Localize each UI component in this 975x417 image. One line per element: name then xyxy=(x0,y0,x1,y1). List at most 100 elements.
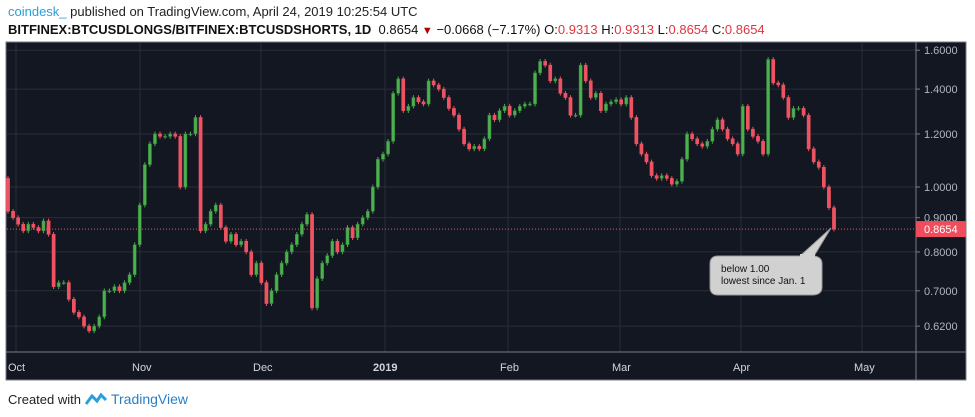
change-value: −0.0668 (−7.17%) xyxy=(436,22,541,37)
candle xyxy=(553,76,558,84)
candle-body xyxy=(421,101,426,105)
candle xyxy=(588,78,593,100)
tradingview-logo-icon xyxy=(84,392,107,405)
candle-body xyxy=(158,133,162,137)
candle xyxy=(832,205,836,232)
candle xyxy=(193,115,198,137)
candle-body xyxy=(563,93,568,98)
callout-joint xyxy=(800,254,815,258)
candle-body xyxy=(178,136,183,188)
candle-body xyxy=(264,282,269,304)
candle xyxy=(756,134,760,144)
candle-body xyxy=(51,234,56,287)
candle xyxy=(801,106,806,118)
last-value: 0.8654 xyxy=(378,22,419,37)
candle-body xyxy=(573,114,578,117)
candle xyxy=(421,99,426,107)
candle xyxy=(654,173,659,181)
candle xyxy=(203,221,208,234)
candle xyxy=(806,112,811,152)
candle xyxy=(132,242,137,277)
candle xyxy=(680,156,684,184)
candle-body xyxy=(447,97,451,109)
candle xyxy=(538,59,542,76)
down-arrow-icon: ▼ xyxy=(421,25,433,37)
candle-body xyxy=(801,108,806,116)
x-tick-label: May xyxy=(854,362,875,374)
candle xyxy=(604,101,608,113)
candle xyxy=(771,57,776,86)
candle-body xyxy=(340,244,345,253)
candle xyxy=(528,101,532,107)
candle-body xyxy=(543,61,548,66)
callout-line-1: below 1.00 xyxy=(721,264,770,275)
candle-body xyxy=(705,141,710,147)
candle xyxy=(533,70,537,107)
candle xyxy=(244,238,249,255)
last-price-label: 0.8654 xyxy=(924,224,958,236)
close-value: 0.8654 xyxy=(724,22,765,37)
candle xyxy=(558,76,563,96)
candle-body xyxy=(725,128,730,140)
candle-body xyxy=(710,128,715,142)
candle-body xyxy=(426,80,431,105)
candle-body xyxy=(593,93,598,98)
candle-body xyxy=(127,274,132,283)
time-axis[interactable]: Oct Nov Dec 2019 Feb Mar Apr May xyxy=(8,362,875,374)
author-link[interactable]: coindesk_ xyxy=(8,4,67,19)
candle xyxy=(16,215,20,227)
candle-body xyxy=(634,117,639,145)
candle-body xyxy=(806,114,811,150)
candle-body xyxy=(411,97,416,107)
high-value: 0.9313 xyxy=(614,22,655,37)
candle xyxy=(766,57,770,157)
candle-body xyxy=(548,64,553,82)
x-tick-label: Feb xyxy=(500,362,519,374)
annotation-callout[interactable]: below 1.00 lowest since Jan. 1 xyxy=(709,227,832,296)
candle xyxy=(386,138,390,157)
candle xyxy=(117,284,122,294)
symbol-legend: BITFINEX:BTCUSDLONGS/BITFINEX:BTCUSDSHOR… xyxy=(8,22,765,37)
price-axis[interactable]: 1.60001.40001.20001.00000.90000.80000.70… xyxy=(916,45,966,333)
candle xyxy=(355,221,360,241)
candle xyxy=(11,208,15,220)
candle-body xyxy=(796,108,801,110)
candle-body xyxy=(117,286,122,292)
candle-body xyxy=(234,234,238,245)
candle xyxy=(381,151,385,162)
candle-body xyxy=(588,80,593,98)
candle-body xyxy=(695,138,700,145)
tradingview-link[interactable]: TradingView xyxy=(110,391,189,407)
candle-body xyxy=(639,143,644,155)
candle-body xyxy=(523,103,527,107)
candle-body xyxy=(294,234,299,245)
candle xyxy=(21,221,26,234)
candle xyxy=(401,76,406,113)
candle xyxy=(294,231,299,248)
candle-body xyxy=(416,97,421,103)
candle xyxy=(629,95,634,120)
candle xyxy=(740,103,745,157)
candle xyxy=(87,323,91,334)
candle-body xyxy=(436,84,441,90)
candle xyxy=(224,225,228,244)
candle xyxy=(700,141,705,149)
candle-body xyxy=(740,105,745,155)
candle-body xyxy=(781,84,786,98)
candle xyxy=(391,90,395,144)
candle xyxy=(31,221,36,230)
candle-body xyxy=(26,223,31,232)
candle-body xyxy=(568,97,573,116)
candle-body xyxy=(512,110,517,116)
candle-body xyxy=(289,244,294,253)
candle xyxy=(365,208,370,220)
candle xyxy=(548,62,553,84)
candle-body xyxy=(188,133,193,136)
candle-body xyxy=(330,240,335,256)
y-tick-label: 0.7000 xyxy=(924,286,958,298)
candle xyxy=(178,134,183,190)
candle xyxy=(599,90,603,113)
published-text: published on TradingView.com, April 24, … xyxy=(70,4,418,19)
candle-body xyxy=(244,240,249,253)
